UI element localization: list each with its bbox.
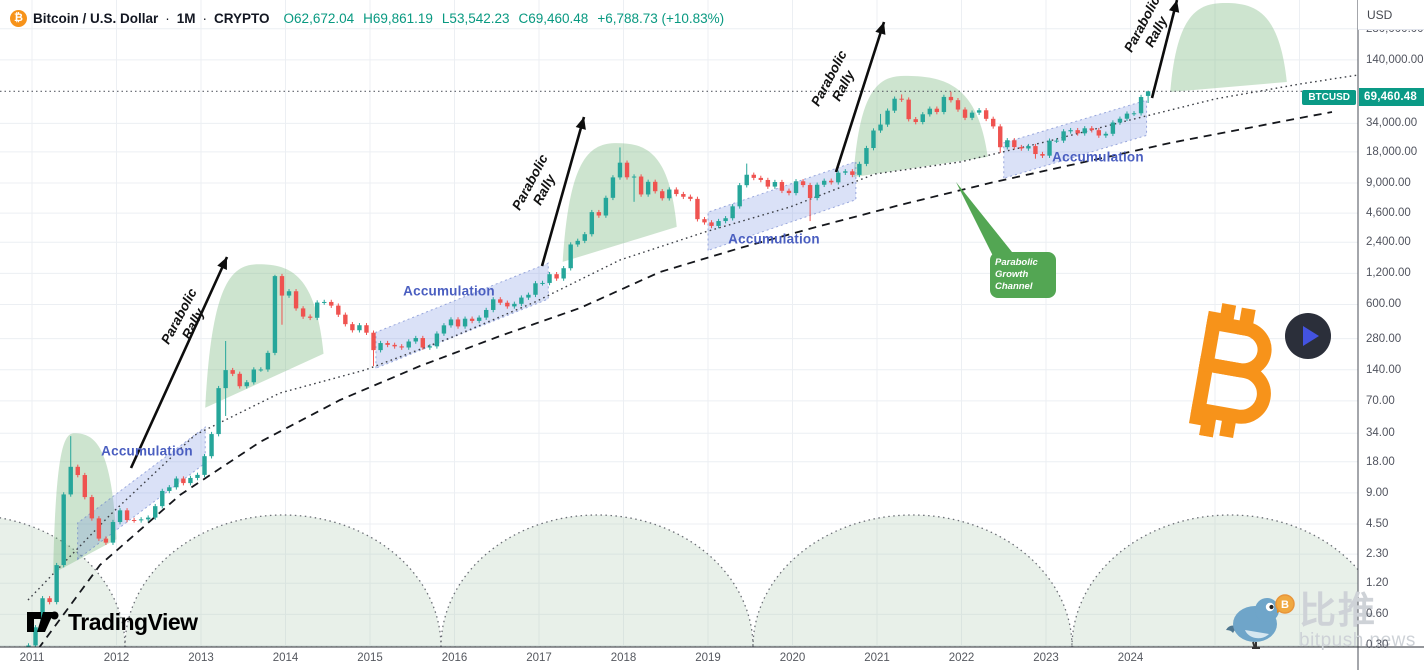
price-axis-label: 0.60 bbox=[1366, 608, 1389, 621]
candlestick-series bbox=[26, 91, 1151, 647]
price-axis-label: 2.30 bbox=[1366, 548, 1389, 561]
parabolic-support-curve[interactable] bbox=[30, 111, 1333, 660]
symbol-flag-label: BTCUSD bbox=[1308, 92, 1350, 103]
symbol-price-flag: BTCUSD bbox=[1302, 90, 1356, 105]
time-axis-label: 2018 bbox=[610, 652, 637, 664]
accumulation-label: Accumulation bbox=[1052, 149, 1144, 165]
rally-arrows bbox=[129, 0, 1180, 469]
time-axis-label: 2017 bbox=[526, 652, 552, 664]
time-axis-label: 2016 bbox=[441, 652, 468, 664]
growth-channel-callout-tail bbox=[956, 182, 1012, 258]
ohlc-c: C69,460.48 bbox=[518, 10, 589, 26]
last-price-badge: 69,460.48 bbox=[1359, 88, 1424, 106]
ohlc-values: O62,672.04 H69,861.19 L53,542.23 C69,460.48… bbox=[284, 11, 725, 26]
symbol-header: ₿ Bitcoin / U.S. Dollar · 1M · CRYPTO O6… bbox=[10, 7, 724, 29]
play-button[interactable] bbox=[1285, 313, 1331, 359]
bitcoin-logo-icon bbox=[1164, 296, 1302, 454]
tradingview-logo[interactable]: TradingView bbox=[26, 608, 198, 636]
time-axis-label: 2024 bbox=[1117, 652, 1144, 664]
price-axis-label: 1.20 bbox=[1366, 577, 1389, 590]
bitpush-watermark: B 比推 bitpush.news bbox=[1225, 592, 1416, 650]
currency-chip[interactable]: USD bbox=[1358, 0, 1424, 30]
play-icon bbox=[1302, 326, 1319, 346]
currency-label: USD bbox=[1367, 7, 1393, 22]
price-axis-label: 4.50 bbox=[1366, 517, 1389, 530]
accumulation-channels bbox=[77, 99, 1148, 561]
grid-lines bbox=[0, 0, 1358, 647]
time-axis-label: 2011 bbox=[19, 652, 45, 664]
symbol-title[interactable]: Bitcoin / U.S. Dollar bbox=[33, 10, 159, 26]
price-axis-label: 34,000.00 bbox=[1366, 117, 1418, 130]
time-axis-label: 2023 bbox=[1033, 652, 1059, 664]
price-axis-label: 9,000.00 bbox=[1366, 177, 1411, 189]
price-axis-label: 70.00 bbox=[1366, 394, 1395, 407]
ohlc-h: H69,861.19 bbox=[363, 10, 433, 26]
bitcoin-symbol-icon: ₿ bbox=[10, 9, 27, 27]
ohlc-l: L53,542.23 bbox=[441, 10, 510, 26]
price-axis-label: 1,200.00 bbox=[1366, 267, 1411, 280]
change-value: +6,788.73 (+10.83%) bbox=[597, 10, 725, 26]
time-axis-label: 2019 bbox=[695, 652, 721, 664]
price-axis-label: 140,000.00 bbox=[1366, 53, 1424, 66]
price-axis-label: 18.00 bbox=[1366, 455, 1395, 468]
time-axis-label: 2014 bbox=[272, 652, 299, 664]
price-axis-label: 4,600.00 bbox=[1366, 207, 1411, 220]
price-axis-label: 2,400.00 bbox=[1366, 236, 1411, 249]
time-axis-label: 2020 bbox=[779, 652, 806, 664]
last-price-value: 69,460.48 bbox=[1364, 91, 1417, 103]
header-separator: · bbox=[165, 10, 170, 26]
market-label: CRYPTO bbox=[214, 10, 270, 26]
growth-channel-callout[interactable]: Parabolic Growth Channel bbox=[990, 252, 1056, 298]
growth-channel-callout-text: Parabolic Growth Channel bbox=[995, 257, 1038, 292]
time-axis-label: 2012 bbox=[103, 652, 130, 664]
accumulation-label: Accumulation bbox=[101, 443, 193, 459]
time-axis-label: 2022 bbox=[948, 652, 975, 664]
header-separator: · bbox=[202, 10, 208, 26]
time-axis-label: 2013 bbox=[188, 652, 214, 664]
parabolic-rally-domes bbox=[53, 3, 1287, 574]
price-axis-label: 0.30 bbox=[1366, 639, 1389, 652]
price-axis-label: 18,000.00 bbox=[1366, 145, 1418, 158]
plot-area bbox=[0, 0, 1358, 660]
twitter-bird-icon: B bbox=[1226, 594, 1295, 649]
price-axis-label: 280.00 bbox=[1366, 332, 1402, 345]
tradingview-logo-icon bbox=[27, 611, 59, 632]
price-axis-label: 9.00 bbox=[1366, 486, 1389, 499]
interval-label[interactable]: 1M bbox=[176, 10, 196, 26]
time-axis-label: 2021 bbox=[864, 652, 890, 664]
watermark-cn: 比推 bbox=[1299, 590, 1377, 631]
watermark-en: bitpush.news bbox=[1299, 630, 1416, 651]
ohlc-o: O62,672.04 bbox=[283, 10, 355, 26]
price-axis-label: 34.00 bbox=[1366, 427, 1395, 440]
cycle-arcs bbox=[0, 514, 1358, 647]
tradingview-logo-text: TradingView bbox=[68, 608, 198, 635]
price-axis-label: 600.00 bbox=[1366, 298, 1402, 311]
accumulation-label: Accumulation bbox=[728, 231, 820, 247]
accumulation-label: Accumulation bbox=[403, 283, 495, 299]
svg-text:B: B bbox=[1281, 599, 1289, 611]
price-axis-label: 140.00 bbox=[1366, 363, 1402, 376]
time-axis-label: 2015 bbox=[357, 652, 383, 664]
channel-top-curve bbox=[27, 74, 1358, 601]
